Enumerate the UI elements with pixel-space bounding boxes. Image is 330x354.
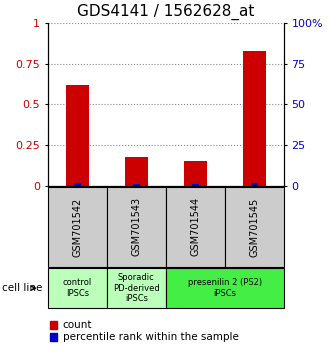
Bar [124, 156, 148, 186]
Text: cell line: cell line [2, 283, 42, 293]
Text: presenilin 2 (PS2)
iPSCs: presenilin 2 (PS2) iPSCs [188, 279, 262, 298]
Text: GSM701542: GSM701542 [72, 197, 82, 257]
Bar [66, 85, 89, 186]
Title: GDS4141 / 1562628_at: GDS4141 / 1562628_at [77, 4, 254, 20]
Text: GSM701543: GSM701543 [131, 197, 141, 257]
Bar [74, 183, 81, 186]
Text: GSM701545: GSM701545 [249, 197, 259, 257]
Text: Sporadic
PD-derived
iPSCs: Sporadic PD-derived iPSCs [113, 273, 160, 303]
Bar [192, 184, 199, 186]
Bar [133, 184, 140, 186]
Text: count: count [63, 320, 92, 330]
Bar [183, 161, 207, 186]
Bar [251, 183, 258, 186]
Bar [243, 51, 266, 186]
Text: GSM701544: GSM701544 [190, 197, 200, 257]
Text: percentile rank within the sample: percentile rank within the sample [63, 332, 239, 342]
Text: control
IPSCs: control IPSCs [63, 279, 92, 298]
